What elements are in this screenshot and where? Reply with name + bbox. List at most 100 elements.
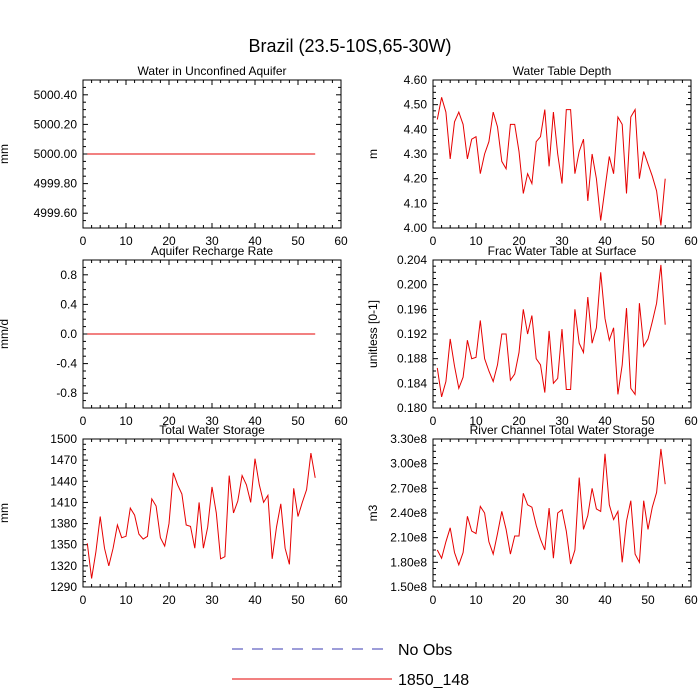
y-tick-label: 2.40e8 xyxy=(390,506,427,520)
y-tick-label: 4.50 xyxy=(404,98,428,112)
x-tick-label: 60 xyxy=(334,414,348,428)
x-tick-label: 40 xyxy=(248,593,262,607)
y-axis-label: mm xyxy=(0,503,11,523)
y-tick-label: 1410 xyxy=(50,495,77,509)
x-tick-label: 0 xyxy=(80,234,87,248)
x-tick-label: 0 xyxy=(430,414,437,428)
x-tick-label: 30 xyxy=(205,234,219,248)
y-axis-label: unitless [0-1] xyxy=(366,300,380,368)
x-tick-label: 0 xyxy=(80,414,87,428)
x-tick-label: 60 xyxy=(334,234,348,248)
y-tick-label: 4.30 xyxy=(404,147,428,161)
x-tick-label: 50 xyxy=(641,593,655,607)
x-tick-label: 10 xyxy=(119,234,133,248)
y-tick-label: 0.184 xyxy=(397,376,427,390)
x-tick-label: 20 xyxy=(162,414,176,428)
y-axis-label: mm xyxy=(0,144,11,164)
y-tick-label: 1290 xyxy=(50,580,77,594)
y-tick-label: 1350 xyxy=(50,538,77,552)
x-tick-label: 10 xyxy=(119,414,133,428)
panel-aquifer-recharge-rate: Aquifer Recharge Rate 0 10 20 30 40 50 60 -0.8 -0… xyxy=(0,244,348,428)
y-tick-label: 0.4 xyxy=(60,297,77,311)
legend-label-no-obs: No Obs xyxy=(398,642,452,659)
y-tick-label: 1.80e8 xyxy=(390,555,427,569)
x-tick-label: 40 xyxy=(248,234,262,248)
x-tick-label: 20 xyxy=(512,414,526,428)
x-tick-label: 10 xyxy=(469,593,483,607)
panels: Water in Unconfined Aquifer 0 10 20 30 40 50 60… xyxy=(0,64,698,607)
x-tick-label: 20 xyxy=(162,234,176,248)
panel-title: River Channel Total Water Storage xyxy=(470,423,655,437)
x-tick-label: 50 xyxy=(641,234,655,248)
y-tick-label: 0.204 xyxy=(397,253,427,267)
panel-title: Total Water Storage xyxy=(159,423,265,437)
x-tick-label: 60 xyxy=(334,593,348,607)
y-tick-label: 0.0 xyxy=(60,327,77,341)
y-tick-label: 1.50e8 xyxy=(390,580,427,594)
x-tick-label: 30 xyxy=(205,593,219,607)
x-tick-label: 10 xyxy=(469,414,483,428)
panel-river-channel-total-water-storage: River Channel Total Water Storage 0 10 20 30… xyxy=(366,423,698,607)
y-tick-label: 1500 xyxy=(50,432,77,446)
y-tick-label: 1440 xyxy=(50,474,77,488)
y-tick-label: 5000.40 xyxy=(34,88,78,102)
y-tick-label: 2.70e8 xyxy=(390,481,427,495)
y-tick-label: 2.10e8 xyxy=(390,531,427,545)
legend: No Obs 1850_148 xyxy=(232,642,469,689)
x-tick-label: 20 xyxy=(162,593,176,607)
x-tick-label: 30 xyxy=(555,234,569,248)
x-tick-label: 60 xyxy=(684,234,698,248)
legend-label-1850-148: 1850_148 xyxy=(398,672,469,689)
x-tick-label: 50 xyxy=(641,414,655,428)
x-tick-label: 50 xyxy=(291,414,305,428)
panel-frac-water-table-at-surface: Frac Water Table at Surface 0 10 20 30 40 50 60… xyxy=(366,244,698,428)
x-tick-label: 20 xyxy=(512,234,526,248)
x-tick-label: 60 xyxy=(684,414,698,428)
x-tick-label: 0 xyxy=(430,234,437,248)
series-line-1850-148 xyxy=(86,453,316,579)
y-tick-label: 1470 xyxy=(50,453,77,467)
x-tick-label: 60 xyxy=(684,593,698,607)
y-axis-label: m xyxy=(366,149,380,159)
y-axis-label: m3 xyxy=(366,504,380,521)
x-tick-label: 30 xyxy=(555,414,569,428)
panel-water-table-depth: Water Table Depth 0 10 20 30 40 50 60 4.00 4.10 4.… xyxy=(366,64,698,248)
y-tick-label: 4.40 xyxy=(404,122,428,136)
x-tick-label: 10 xyxy=(469,234,483,248)
y-tick-label: 4.10 xyxy=(404,196,428,210)
y-axis-label: mm/d xyxy=(0,319,11,349)
plot-frame xyxy=(82,438,342,588)
y-tick-label: 4.60 xyxy=(404,73,428,87)
x-tick-label: 0 xyxy=(430,593,437,607)
y-tick-label: 3.00e8 xyxy=(390,457,427,471)
x-tick-label: 20 xyxy=(512,593,526,607)
y-tick-label: 4.00 xyxy=(404,221,428,235)
x-tick-label: 0 xyxy=(80,593,87,607)
y-tick-label: 5000.20 xyxy=(34,117,78,131)
series-line-1850-148 xyxy=(436,97,666,226)
y-tick-label: 0.196 xyxy=(397,302,427,316)
y-tick-label: -0.4 xyxy=(56,357,77,371)
x-tick-label: 10 xyxy=(119,593,133,607)
plot-frame xyxy=(432,438,692,588)
panel-title: Water Table Depth xyxy=(513,64,612,78)
figure-title: Brazil (23.5-10S,65-30W) xyxy=(248,36,451,56)
panel-total-water-storage: Total Water Storage 0 10 20 30 40 50 60 1290 1320… xyxy=(0,423,348,607)
y-tick-label: 0.180 xyxy=(397,401,427,415)
x-tick-label: 40 xyxy=(598,414,612,428)
y-tick-label: -0.8 xyxy=(56,386,77,400)
y-tick-label: 3.30e8 xyxy=(390,432,427,446)
y-tick-label: 4999.80 xyxy=(34,177,78,191)
x-tick-label: 40 xyxy=(598,234,612,248)
y-tick-label: 0.200 xyxy=(397,278,427,292)
panel-title: Water in Unconfined Aquifer xyxy=(138,64,287,78)
y-tick-label: 4.20 xyxy=(404,172,428,186)
plot-frame xyxy=(432,79,692,229)
x-tick-label: 40 xyxy=(248,414,262,428)
panel-title: Aquifer Recharge Rate xyxy=(151,244,273,258)
series-line-1850-148 xyxy=(436,448,666,567)
series-line-1850-148 xyxy=(436,264,666,398)
x-tick-label: 30 xyxy=(555,593,569,607)
x-tick-label: 50 xyxy=(291,234,305,248)
